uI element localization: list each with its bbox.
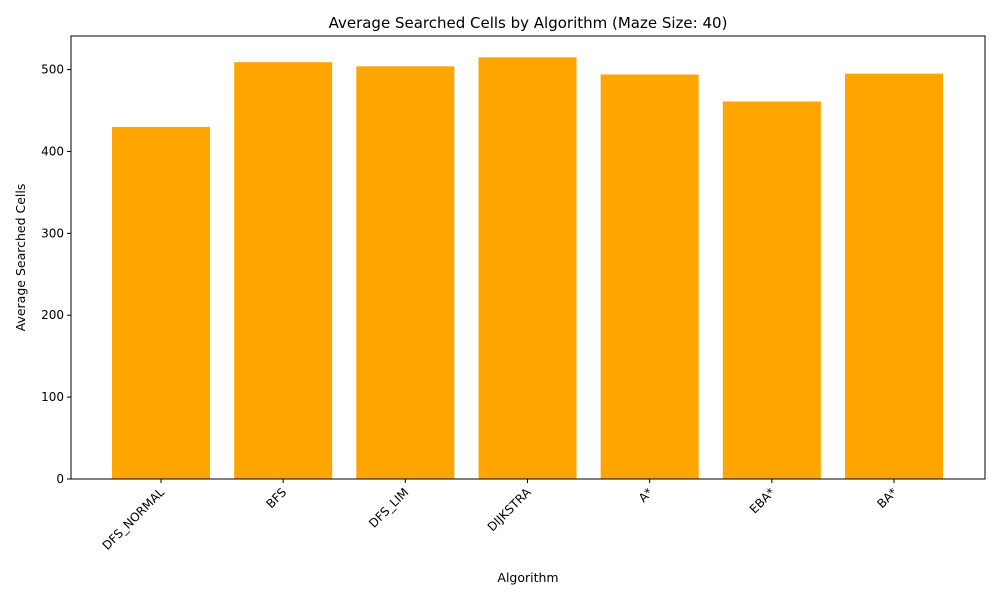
bar-dfs-lim bbox=[356, 66, 455, 479]
x-tick-label: BFS bbox=[263, 485, 289, 511]
y-tick-label: 0 bbox=[56, 472, 64, 486]
y-tick-label: 500 bbox=[41, 63, 64, 77]
x-tick-label: DIJKSTRA bbox=[485, 485, 534, 534]
bar-bfs bbox=[234, 62, 333, 479]
y-axis-label: Average Searched Cells bbox=[13, 184, 28, 332]
bar-dfs-normal bbox=[112, 126, 210, 479]
bars-group bbox=[112, 57, 943, 480]
plot-frame bbox=[70, 35, 986, 480]
x-axis-label: Algorithm bbox=[497, 570, 558, 585]
x-axis-ticks: DFS_NORMAL BFS DFS_LIM DIJKSTRA A* EBA* BA* bbox=[100, 479, 900, 553]
x-tick-label: EBA* bbox=[747, 485, 778, 516]
y-tick-label: 300 bbox=[41, 226, 64, 240]
y-axis-ticks: 0 100 200 300 400 500 bbox=[41, 63, 71, 486]
bar-ba bbox=[845, 73, 943, 479]
x-tick-label: DFS_LIM bbox=[366, 485, 411, 530]
y-tick-label: 400 bbox=[41, 144, 64, 158]
y-tick-label: 200 bbox=[41, 308, 64, 322]
y-tick-label: 100 bbox=[41, 390, 64, 404]
x-tick-label: BA* bbox=[874, 485, 900, 511]
bar-a bbox=[600, 74, 699, 479]
x-tick-label: DFS_NORMAL bbox=[100, 485, 168, 553]
bar-dijkstra bbox=[478, 57, 577, 480]
chart-title: Average Searched Cells by Algorithm (Maz… bbox=[329, 14, 728, 32]
bar-eba bbox=[722, 101, 821, 480]
x-tick-label: A* bbox=[636, 485, 656, 505]
